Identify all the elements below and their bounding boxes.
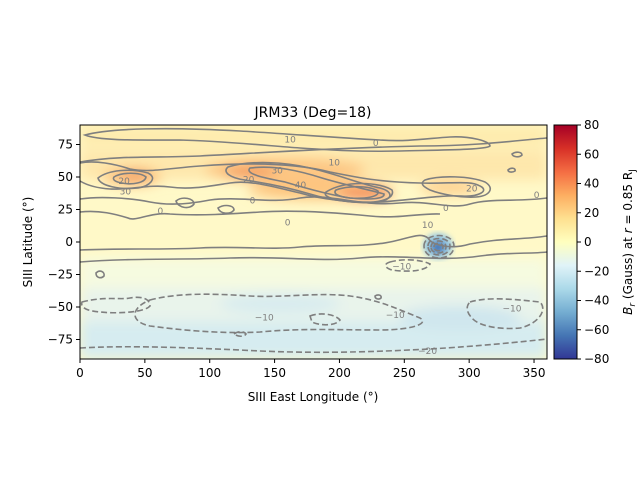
contour-label: 0	[373, 139, 379, 149]
contour-neg40-spot	[433, 242, 444, 252]
contour-neg10-inner	[309, 313, 341, 326]
colorbar-tick-label: 0	[584, 235, 592, 249]
contour-10-north	[82, 127, 491, 153]
contour-label: 30	[120, 187, 132, 197]
colorbar-gradient	[553, 124, 578, 360]
y-tick-label: 25	[58, 203, 73, 217]
contour-label: 20	[118, 177, 130, 187]
contour-neg10-minor	[232, 330, 247, 338]
contour-neg10-spot	[423, 234, 455, 259]
contour-label: −10	[255, 313, 274, 323]
colorbar-tick-label: 40	[584, 177, 599, 191]
x-axis-label: SIII East Longitude (°)	[248, 390, 379, 404]
contours	[80, 127, 547, 300]
x-tick-label: 300	[458, 366, 481, 380]
y-axis: −75 −50 −25 0 25 50 75	[48, 138, 80, 347]
contour-label: 10	[284, 135, 296, 145]
contour-0-ring-f	[374, 294, 382, 300]
x-tick-label: 250	[393, 366, 416, 380]
x-tick-label: 50	[137, 366, 152, 380]
x-tick-label: 100	[198, 366, 221, 380]
contour-30-west	[97, 169, 154, 190]
contour-neg20-line	[80, 338, 547, 354]
contour-0-ring-d	[507, 167, 516, 173]
y-tick-label: −25	[48, 268, 73, 282]
contour-0-mid	[80, 196, 547, 207]
contour-0-ring-a	[175, 197, 195, 209]
contour-20-east	[421, 176, 492, 198]
contour-neg10-south	[134, 293, 424, 334]
contour-label: 20	[243, 176, 255, 186]
contour-40-central	[248, 166, 385, 200]
colorbar-tick-label: 80	[584, 118, 599, 132]
contour-0-north	[80, 137, 547, 163]
colorbar-tick-label: 60	[584, 147, 599, 161]
colorbar-tick-label: −80	[584, 352, 609, 366]
contour-label: −10	[386, 311, 405, 321]
contour-0-ring-e	[95, 270, 105, 279]
contour-50-peak	[334, 185, 379, 200]
contour-neg10-equator	[384, 259, 432, 272]
contour-neg10-southeast	[466, 298, 544, 330]
y-tick-label: −50	[48, 300, 73, 314]
y-tick-label: 0	[65, 235, 73, 249]
contour-label: 0	[285, 219, 291, 229]
contour-label: −20	[418, 347, 437, 357]
contour-label: 20	[466, 185, 478, 195]
chart-title: JRM33 (Deg=18)	[254, 105, 372, 121]
contour-label: −10	[502, 304, 521, 314]
contour-40-west	[112, 172, 147, 185]
colorbar-tick-label: −60	[584, 323, 609, 337]
contour-0-ring-c	[511, 151, 523, 158]
contour-label: 0	[534, 191, 540, 201]
colorbar: −80 −60 −40 −20 0 20 40 60 80 Br (Gauss) at r = …	[553, 118, 638, 366]
colorbar-tick-label: −20	[584, 264, 609, 278]
contour-0-equator	[80, 234, 547, 251]
heatmap	[80, 125, 547, 359]
contour-label: 40	[295, 181, 307, 191]
x-tick-label: 200	[328, 366, 351, 380]
colorbar-tick-label: 20	[584, 206, 599, 220]
contours-negative	[80, 234, 547, 354]
contour-label: 10	[329, 159, 341, 169]
contour-0-lower	[80, 210, 441, 220]
y-tick-label: 75	[58, 138, 73, 152]
contour-label: 10	[422, 221, 434, 231]
y-tick-label: −75	[48, 333, 73, 347]
x-tick-label: 150	[263, 366, 286, 380]
contour-neg20-spot	[427, 237, 451, 256]
colorbar-label: Br (Gauss) at r = 0.85 RJ	[621, 169, 638, 315]
contour-0-south	[80, 251, 547, 263]
colorbar-ticks: −80 −60 −40 −20 0 20 40 60 80	[577, 118, 609, 366]
contour-neg10-southwest	[80, 296, 151, 314]
x-tick-label: 0	[76, 366, 84, 380]
contour-neg30-spot	[430, 240, 447, 254]
y-axis-label: SIII Latitude (°)	[21, 197, 35, 288]
x-axis: 0 50 100 150 200 250 300 350	[76, 359, 545, 380]
colorbar-tick-label: −40	[584, 294, 609, 308]
contour-label: 0	[250, 196, 256, 206]
contour-label: 0	[158, 207, 164, 217]
x-tick-label: 350	[523, 366, 546, 380]
contour-label: 0	[443, 204, 449, 214]
y-tick-label: 50	[58, 170, 73, 184]
contour-label: 30	[271, 167, 283, 177]
contour-label: −10	[392, 263, 411, 273]
contour-0-ring-b	[217, 204, 235, 214]
